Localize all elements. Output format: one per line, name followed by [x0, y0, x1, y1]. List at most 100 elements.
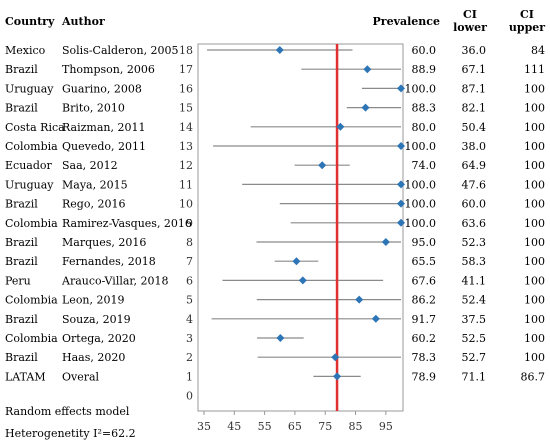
estimate-marker	[371, 314, 380, 323]
estimate-marker	[355, 295, 364, 304]
estimate-marker	[397, 142, 405, 150]
row-ci-lower: 67.1	[462, 63, 487, 76]
x-tick-label: 75	[318, 420, 332, 433]
row-country: Colombia	[5, 217, 58, 230]
row-country: Peru	[5, 274, 31, 287]
row-number-label: 6	[186, 274, 193, 287]
row-author: Ortega, 2020	[62, 332, 136, 345]
row-prevalence: 91.7	[412, 313, 437, 326]
estimate-marker	[381, 238, 390, 246]
row-ci-upper: 100	[524, 140, 545, 153]
row-country: Brazil	[5, 63, 38, 76]
row-country: Uruguay	[5, 178, 54, 191]
row-country: Colombia	[5, 332, 58, 345]
row-number-label: 14	[179, 121, 193, 134]
estimate-marker	[397, 84, 405, 93]
row-number-label: 1	[186, 370, 193, 383]
row-ci-upper: 100	[524, 313, 545, 326]
row-country: Mexico	[5, 44, 46, 57]
row-prevalence: 100.0	[405, 140, 437, 153]
row-ci-lower: 52.3	[462, 236, 487, 249]
row-number-label: 3	[186, 332, 193, 345]
x-tick-label: 55	[258, 420, 272, 433]
row-ci-lower: 52.7	[462, 351, 487, 364]
row-ci-upper: 100	[524, 255, 545, 268]
header-country: Country	[5, 15, 55, 28]
row-country: Brazil	[5, 313, 38, 326]
row-prevalence: 100.0	[405, 82, 437, 95]
row-ci-lower: 52.4	[462, 294, 487, 307]
estimate-marker	[276, 334, 285, 342]
row-ci-lower: 37.5	[462, 313, 487, 326]
row-author: Saa, 2012	[62, 159, 118, 172]
row-author: Marques, 2016	[62, 236, 146, 249]
estimate-marker	[292, 257, 301, 266]
row-country: Brazil	[5, 198, 38, 211]
estimate-marker	[331, 353, 340, 362]
row-prevalence: 78.9	[412, 370, 437, 383]
estimate-marker	[275, 46, 284, 54]
row-number-label: 16	[179, 82, 193, 95]
row-ci-lower: 60.0	[462, 198, 487, 211]
row-number-label: 0	[186, 390, 193, 403]
row-prevalence: 100.0	[405, 178, 437, 191]
row-author: Haas, 2020	[62, 351, 125, 364]
plot-marks: 35 45 55 65 75 85 95	[197, 44, 405, 433]
row-ci-upper: 84	[531, 44, 545, 57]
plot-frame	[197, 43, 404, 412]
row-ci-upper: 100	[524, 102, 545, 115]
row-prevalence: 65.5	[412, 255, 437, 268]
row-author: Guarino, 2008	[62, 82, 142, 95]
row-country: Costa Rica	[5, 121, 65, 134]
row-ci-upper: 100	[524, 121, 545, 134]
row-author: Solis-Calderon, 2005	[62, 44, 179, 57]
row-ci-upper: 100	[524, 351, 545, 364]
row-prevalence: 74.0	[412, 159, 437, 172]
row-country: Colombia	[5, 294, 58, 307]
row-author: Rego, 2016	[62, 198, 125, 211]
footer-heterogeneity: Heterogenetity I²=62.2	[5, 427, 136, 440]
row-ci-upper: 100	[524, 294, 545, 307]
row-number-label: 8	[186, 236, 193, 249]
row-author: Arauco-Villar, 2018	[61, 274, 168, 287]
row-number-label: 4	[186, 313, 193, 326]
row-number-label: 9	[186, 217, 193, 230]
row-ci-lower: 36.0	[462, 44, 487, 57]
row-author: Fernandes, 2018	[62, 255, 156, 268]
estimate-marker	[363, 65, 372, 74]
row-country: Brazil	[5, 351, 38, 364]
estimate-marker	[361, 103, 370, 112]
row-prevalence: 86.2	[412, 294, 437, 307]
row-ci-lower: 63.6	[462, 217, 487, 230]
row-ci-lower: 38.0	[462, 140, 487, 153]
row-prevalence: 60.2	[412, 332, 437, 345]
row-author: Maya, 2015	[62, 178, 128, 191]
header-prevalence: Prevalence	[373, 15, 440, 28]
header-ci-upper-1: CI	[520, 8, 534, 21]
row-country: Brazil	[5, 255, 38, 268]
row-number-label: 10	[179, 198, 193, 211]
row-author: Quevedo, 2011	[62, 140, 146, 153]
row-number-label: 5	[186, 294, 193, 307]
row-number-label: 7	[186, 255, 193, 268]
row-author: Leon, 2019	[62, 294, 125, 307]
row-number-label: 2	[186, 351, 193, 364]
row-number-label: 18	[179, 44, 193, 57]
header-ci-upper-2: upper	[509, 21, 545, 34]
row-author: Raizman, 2011	[62, 121, 145, 134]
row-ci-upper: 100	[524, 82, 545, 95]
estimate-marker	[397, 218, 405, 227]
row-ci-lower: 87.1	[462, 82, 487, 95]
x-tick-label: 95	[379, 420, 393, 433]
row-country: Uruguay	[5, 82, 54, 95]
row-ci-upper: 100	[524, 274, 545, 287]
row-ci-lower: 50.4	[462, 121, 487, 134]
row-ci-lower: 82.1	[462, 102, 487, 115]
row-author: Overal	[62, 370, 100, 383]
row-country: Ecuador	[5, 159, 52, 172]
row-country: Colombia	[5, 140, 58, 153]
row-ci-lower: 52.5	[462, 332, 487, 345]
row-number-label: 17	[179, 63, 193, 76]
